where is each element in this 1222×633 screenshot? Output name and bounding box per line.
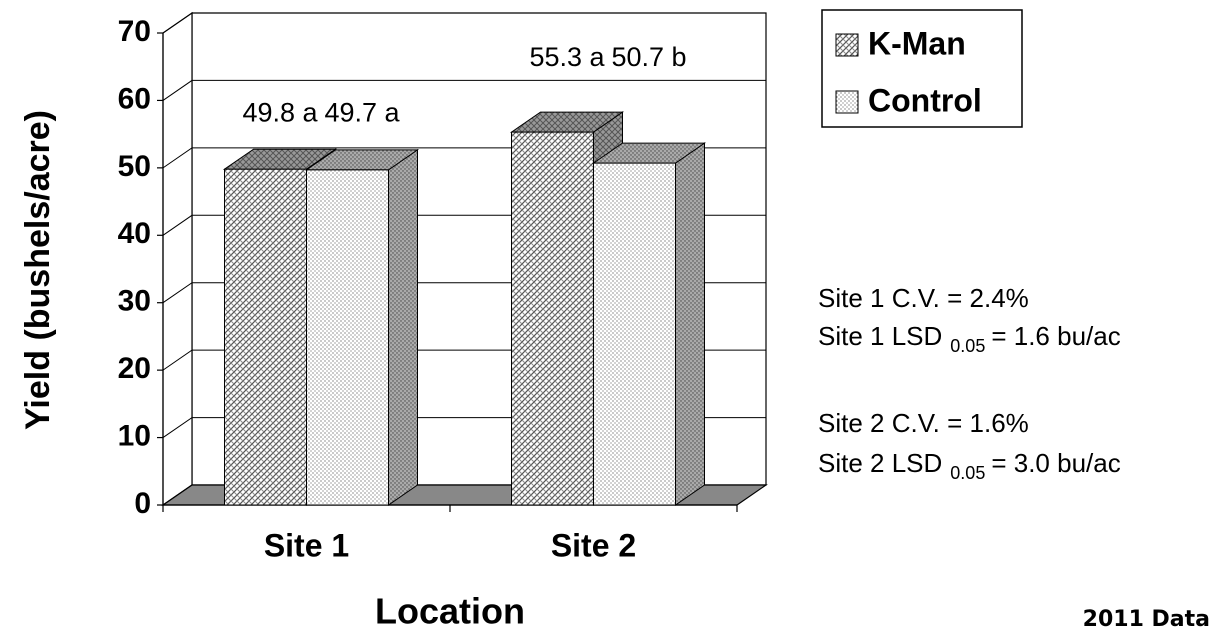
bar-side — [388, 148, 418, 506]
bar-side — [675, 142, 705, 506]
legend-label: Control — [868, 82, 982, 118]
annotation-subscript: 0.05 — [950, 463, 985, 483]
legend-swatch — [835, 90, 859, 114]
side-wall — [162, 11, 193, 507]
y-tick-label: 50 — [118, 150, 151, 183]
y-axis-label: Yield (bushels/acre) — [19, 110, 57, 430]
annotation: Site 2 LSD 0.05 = 3.0 bu/ac — [818, 448, 1121, 483]
x-tick-label: Site 1 — [264, 527, 349, 563]
annotation-subscript: 0.05 — [950, 336, 985, 356]
y-tick-label: 40 — [118, 217, 151, 250]
bar — [306, 169, 389, 506]
annotation-text: Site 1 LSD — [818, 321, 942, 351]
annotation: Site 1 C.V. = 2.4% — [818, 283, 1029, 313]
value-label: 50.7 b — [611, 42, 686, 72]
annotation-text: Site 1 C.V. = 2.4% — [818, 283, 1029, 313]
legend-label: K-Man — [868, 25, 966, 61]
annotation: Site 1 LSD 0.05 = 1.6 bu/ac — [818, 321, 1121, 356]
legend-swatch — [835, 33, 859, 57]
value-label: 49.8 a — [242, 97, 318, 127]
annotation-text: = 1.6 bu/ac — [991, 321, 1120, 351]
y-tick-label: 70 — [118, 15, 151, 48]
y-tick-label: 30 — [118, 285, 151, 318]
y-tick-label: 10 — [118, 419, 151, 452]
annotation-text: = 3.0 bu/ac — [991, 448, 1120, 478]
annotation: Site 2 C.V. = 1.6% — [818, 408, 1029, 438]
x-tick-label: Site 2 — [551, 527, 636, 563]
bar — [593, 162, 676, 506]
x-axis-label: Location — [375, 591, 525, 632]
footnote: 2011 Data — [1083, 607, 1210, 632]
annotation-text: Site 2 LSD — [818, 448, 942, 478]
y-tick-label: 60 — [118, 82, 151, 115]
y-tick-label: 20 — [118, 352, 151, 385]
grid-line — [162, 79, 766, 101]
y-tick-label: 0 — [134, 487, 151, 520]
annotation-text: Site 2 C.V. = 1.6% — [818, 408, 1029, 438]
bar — [224, 168, 307, 506]
value-label: 49.7 a — [324, 97, 400, 127]
bar — [511, 131, 594, 506]
value-label: 55.3 a — [529, 42, 605, 72]
grid-line — [162, 12, 766, 34]
